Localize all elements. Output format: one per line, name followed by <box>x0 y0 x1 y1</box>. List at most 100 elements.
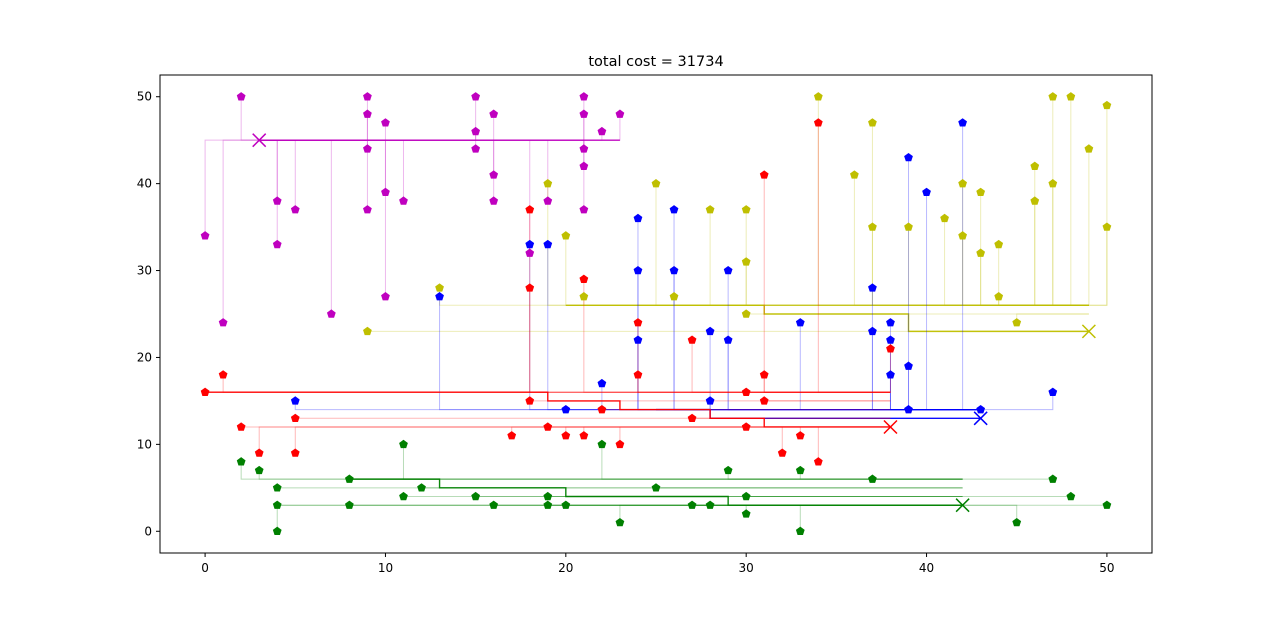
data-point <box>471 491 481 501</box>
data-point <box>579 161 589 170</box>
data-point <box>615 109 625 118</box>
route-branch <box>204 139 260 236</box>
data-point <box>886 335 895 344</box>
data-point <box>579 431 589 440</box>
data-point <box>759 370 769 379</box>
route-branch <box>240 96 260 141</box>
data-point <box>543 239 553 249</box>
route-branch <box>944 218 1089 306</box>
route-trunk <box>205 391 891 428</box>
route-branch <box>619 504 963 523</box>
data-point <box>435 292 444 301</box>
data-point <box>290 396 300 405</box>
data-point <box>525 239 535 249</box>
data-point <box>290 205 300 214</box>
data-point <box>904 361 913 370</box>
route-branch <box>259 139 386 297</box>
route-branch <box>745 504 963 514</box>
route-branch <box>402 444 963 480</box>
hub-marker <box>252 133 267 148</box>
data-point <box>669 205 679 214</box>
route-branch <box>637 340 981 411</box>
y-tick-label: 10 <box>137 437 152 451</box>
route-branch <box>439 296 981 411</box>
hub-marker <box>883 419 898 435</box>
data-point <box>525 283 535 292</box>
data-point <box>1048 92 1058 101</box>
route-branch <box>817 122 891 393</box>
data-point <box>381 187 390 197</box>
data-point <box>489 500 499 509</box>
data-point <box>723 265 733 275</box>
data-point <box>994 292 1004 301</box>
data-point <box>543 491 553 501</box>
route-branch <box>259 122 386 141</box>
data-point <box>705 326 715 336</box>
route-branch <box>259 139 531 254</box>
data-point <box>525 396 535 405</box>
data-point <box>543 500 553 509</box>
data-point <box>543 196 553 205</box>
data-point <box>272 239 282 249</box>
data-point <box>687 335 697 344</box>
data-point <box>399 196 408 205</box>
route-branch <box>1052 183 1089 306</box>
route-branch <box>1016 313 1089 323</box>
data-point <box>741 387 751 396</box>
data-point <box>579 92 589 101</box>
data-point <box>705 500 715 509</box>
hubs-layer <box>252 133 1096 513</box>
route-branch <box>871 331 981 411</box>
route-branch <box>962 235 1089 306</box>
data-point <box>868 283 877 292</box>
x-tick-label: 20 <box>558 561 573 575</box>
data-point <box>272 196 282 205</box>
route-branch <box>980 392 1054 411</box>
data-point <box>633 265 643 275</box>
data-point <box>795 465 805 475</box>
route-branch <box>889 374 981 411</box>
route-branch <box>727 470 963 480</box>
data-point <box>795 526 805 535</box>
route-branch <box>673 209 981 411</box>
routes-layer <box>204 96 1108 532</box>
route-branch <box>799 504 963 532</box>
route-branch <box>1052 96 1089 306</box>
hub-marker <box>1081 324 1096 339</box>
route-branch <box>259 139 585 167</box>
data-point <box>363 92 372 101</box>
route-branch <box>258 426 891 454</box>
data-point <box>868 222 877 231</box>
route-branch <box>908 366 981 411</box>
data-point <box>976 405 986 414</box>
route-branch <box>673 296 1089 306</box>
data-point <box>741 509 751 518</box>
data-point <box>399 491 408 501</box>
hub-marker <box>955 498 970 513</box>
route-branch <box>998 244 1089 306</box>
data-point <box>976 248 986 257</box>
data-point <box>1084 144 1094 153</box>
data-point <box>561 405 571 414</box>
route-branch <box>529 244 981 411</box>
route-branch <box>673 270 981 411</box>
route-branch <box>601 383 981 411</box>
data-point <box>597 378 607 388</box>
data-point <box>236 457 246 466</box>
data-point <box>994 239 1004 249</box>
data-point <box>471 92 481 101</box>
route-branch <box>745 261 1089 306</box>
route-branch <box>565 426 891 436</box>
route-branch <box>908 227 1089 306</box>
data-point <box>290 448 300 457</box>
data-point <box>669 292 679 301</box>
route-branch <box>259 96 368 141</box>
route-branch <box>259 139 368 149</box>
route-branch <box>1088 227 1108 306</box>
data-point <box>435 283 444 292</box>
data-point <box>741 491 751 501</box>
y-tick-label: 20 <box>137 350 152 364</box>
data-point <box>922 187 931 197</box>
data-point <box>1030 161 1040 170</box>
data-point <box>777 448 787 457</box>
